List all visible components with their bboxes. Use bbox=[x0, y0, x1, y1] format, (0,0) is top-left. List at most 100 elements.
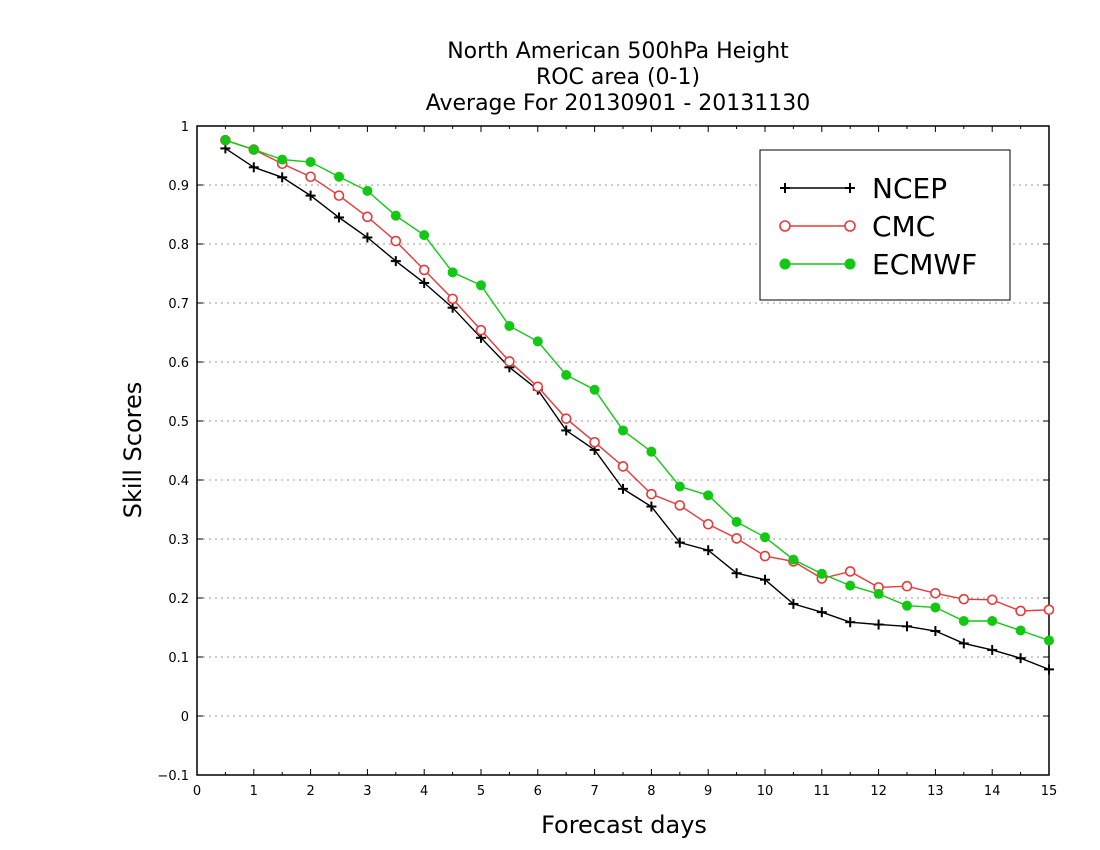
y-tick-label: 0.5 bbox=[168, 415, 189, 430]
data-point bbox=[760, 532, 770, 543]
data-point bbox=[873, 588, 884, 599]
x-tick-label: 2 bbox=[306, 784, 314, 799]
marker-filled-circle bbox=[334, 171, 344, 182]
marker-open-circle bbox=[447, 293, 458, 305]
data-point bbox=[674, 537, 685, 548]
y-tick-label: 0.9 bbox=[168, 179, 189, 194]
marker-open-circle bbox=[617, 461, 629, 472]
y-axis: −0.1 0 0.1 0.2 0.3 0.4 0.5 0.6 0.7 0.8 0.9 1 bbox=[157, 120, 1049, 784]
data-point bbox=[220, 135, 231, 146]
data-point bbox=[987, 644, 998, 655]
data-point bbox=[561, 369, 572, 380]
data-point bbox=[844, 566, 856, 577]
marker-open-circle bbox=[333, 190, 345, 201]
marker-open-circle bbox=[532, 381, 544, 393]
marker-filled-circle bbox=[760, 532, 770, 543]
data-point bbox=[1015, 625, 1026, 636]
data-point bbox=[362, 185, 373, 196]
marker-open-circle bbox=[674, 500, 686, 511]
y-tick-label: 0.8 bbox=[168, 238, 189, 253]
data-point bbox=[333, 190, 345, 201]
data-point bbox=[447, 267, 458, 278]
chart-title-line-3: Average For 20130901 - 20131130 bbox=[426, 91, 811, 116]
x-axis: 0 1 2 3 4 5 6 7 8 9 10 11 12 13 14 15 bbox=[193, 126, 1057, 799]
marker-open-circle bbox=[844, 220, 856, 232]
marker-open-circle bbox=[1015, 605, 1026, 617]
legend-entry-ecmwf: ECMWF bbox=[779, 248, 977, 281]
marker-open-circle bbox=[418, 264, 430, 276]
legend-box bbox=[759, 149, 1011, 301]
marker-filled-circle bbox=[1044, 635, 1054, 646]
marker-open-circle bbox=[390, 235, 402, 247]
data-point bbox=[334, 171, 344, 182]
x-tick-label: 15 bbox=[1041, 784, 1058, 799]
data-point bbox=[362, 232, 373, 243]
marker-filled-circle bbox=[816, 568, 827, 579]
x-tick-label: 0 bbox=[193, 784, 201, 799]
marker-filled-circle bbox=[1015, 625, 1026, 636]
marker-open-circle bbox=[759, 550, 771, 562]
data-point bbox=[1015, 653, 1026, 664]
data-point bbox=[731, 568, 742, 579]
data-point bbox=[419, 230, 430, 241]
marker-open-circle bbox=[731, 533, 742, 544]
marker-filled-circle bbox=[390, 210, 401, 221]
marker-filled-circle bbox=[504, 321, 515, 332]
data-point bbox=[902, 600, 912, 611]
marker-open-circle bbox=[646, 488, 657, 500]
x-tick-label: 3 bbox=[363, 784, 371, 799]
series-ecmwf bbox=[220, 135, 1054, 646]
data-point bbox=[334, 212, 344, 223]
data-point bbox=[561, 425, 572, 436]
data-point bbox=[618, 425, 628, 436]
data-point bbox=[731, 533, 742, 544]
marker-filled-circle bbox=[844, 258, 856, 270]
x-tick-label: 4 bbox=[420, 784, 428, 799]
y-tick-label: 0.4 bbox=[168, 474, 189, 489]
y-axis-title: Skill Scores bbox=[119, 382, 147, 519]
data-point bbox=[447, 293, 458, 305]
legend-label: ECMWF bbox=[872, 248, 977, 281]
marker-filled-circle bbox=[902, 600, 912, 611]
series-group bbox=[220, 134, 1055, 675]
data-point bbox=[958, 638, 969, 649]
marker-filled-circle bbox=[930, 602, 941, 613]
marker-open-circle bbox=[475, 324, 487, 336]
data-point bbox=[476, 280, 486, 291]
data-point bbox=[617, 461, 629, 472]
data-point bbox=[618, 483, 628, 494]
marker-open-circle bbox=[844, 566, 856, 577]
data-point bbox=[930, 587, 941, 599]
data-point bbox=[589, 384, 600, 395]
data-point bbox=[362, 211, 373, 223]
data-point bbox=[277, 154, 288, 165]
y-tick-label: 0.3 bbox=[168, 533, 189, 548]
data-point bbox=[901, 580, 913, 592]
data-point bbox=[760, 574, 770, 585]
data-point bbox=[1015, 605, 1026, 617]
data-point bbox=[390, 210, 401, 221]
data-point bbox=[248, 144, 259, 155]
marker-filled-circle bbox=[220, 135, 231, 146]
marker-open-circle bbox=[702, 518, 714, 530]
data-point bbox=[759, 550, 771, 562]
x-tick-label: 11 bbox=[814, 784, 831, 799]
marker-filled-circle bbox=[419, 230, 430, 241]
marker-filled-circle bbox=[532, 336, 543, 347]
y-tick-label: 0 bbox=[181, 710, 189, 725]
y-tick-label: −0.1 bbox=[157, 769, 189, 784]
marker-filled-circle bbox=[277, 154, 288, 165]
marker-filled-circle bbox=[958, 616, 969, 627]
data-point bbox=[305, 190, 316, 201]
marker-filled-circle bbox=[779, 258, 791, 270]
data-point bbox=[248, 162, 259, 173]
legend-entry-ncep: NCEP bbox=[780, 172, 947, 205]
data-point bbox=[873, 619, 884, 630]
marker-open-circle bbox=[930, 587, 941, 599]
data-point bbox=[788, 598, 799, 609]
y-tick-label: 0.2 bbox=[168, 592, 189, 607]
data-point bbox=[305, 156, 316, 167]
marker-filled-circle bbox=[674, 481, 685, 492]
data-point bbox=[532, 336, 543, 347]
marker-filled-circle bbox=[703, 490, 714, 501]
